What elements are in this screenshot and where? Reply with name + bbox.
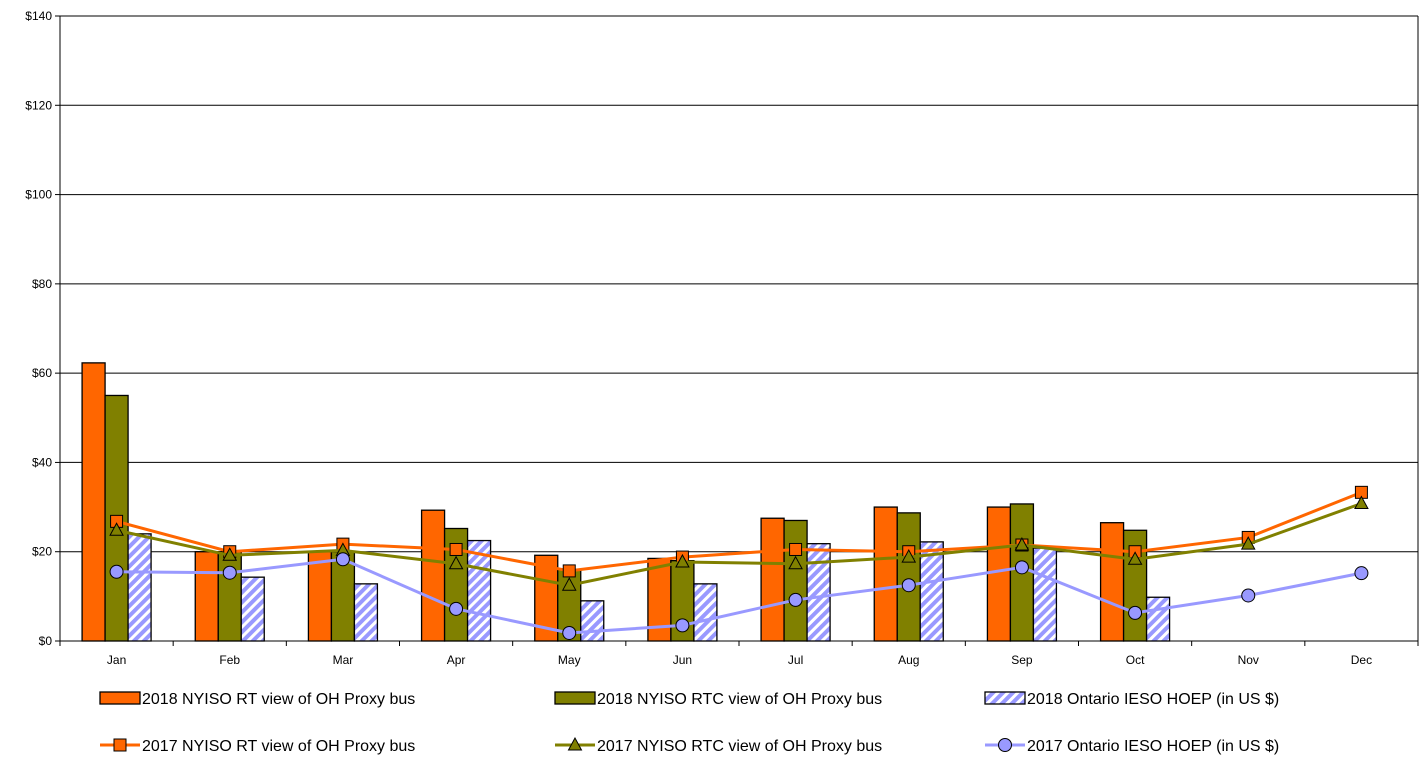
series-line	[116, 557, 1362, 635]
point	[1354, 495, 1369, 509]
y-tick-label: $20	[32, 545, 52, 559]
line-marks	[109, 485, 1369, 640]
bar	[420, 509, 446, 642]
bar	[760, 517, 785, 642]
point	[222, 547, 238, 561]
point	[1014, 536, 1030, 551]
x-tick-label: Jun	[673, 653, 692, 667]
point	[335, 552, 350, 567]
point	[675, 553, 690, 568]
bar	[1099, 522, 1125, 642]
point	[1354, 566, 1369, 581]
x-tick-label: Sep	[1011, 653, 1033, 667]
bar	[1032, 547, 1058, 642]
point	[562, 625, 577, 640]
bar	[896, 512, 921, 642]
point	[789, 542, 803, 556]
legend-swatch	[554, 691, 596, 705]
bar	[353, 583, 379, 642]
bar	[240, 576, 265, 642]
legend-label: 2018 NYISO RT view of OH Proxy bus	[142, 691, 415, 708]
x-axis: Jan Feb Mar Apr May Jun Jul Aug Sep Oct Nov Dec	[59, 640, 1419, 667]
y-tick-label: $60	[32, 366, 52, 380]
legend-label: 2017 NYISO RTC view of OH Proxy bus	[597, 738, 882, 755]
x-tick-label: Apr	[447, 653, 466, 667]
y-tick-label: $40	[32, 455, 52, 469]
legend-swatch	[99, 691, 141, 705]
point	[113, 738, 127, 752]
point	[1128, 605, 1143, 620]
x-tick-label: Aug	[898, 653, 919, 667]
y-tick-label: $100	[25, 188, 52, 202]
point	[1240, 536, 1256, 550]
bar	[580, 600, 605, 642]
y-tick-label: $140	[25, 9, 52, 23]
bar	[127, 533, 152, 642]
x-tick-label: Mar	[333, 653, 354, 667]
point	[788, 555, 803, 570]
point	[1127, 551, 1143, 565]
point	[449, 601, 464, 616]
x-tick-label: May	[558, 653, 581, 667]
point	[109, 564, 124, 579]
y-tick-label: $0	[39, 634, 53, 648]
point	[449, 542, 463, 556]
point	[562, 564, 576, 578]
point	[222, 565, 237, 580]
series-line	[116, 502, 1362, 587]
point	[901, 549, 917, 563]
point	[109, 522, 124, 536]
point	[567, 736, 583, 751]
x-tick-label: Jan	[107, 653, 126, 667]
bar	[1145, 596, 1171, 642]
point	[1014, 560, 1029, 575]
x-tick-label: Jul	[788, 653, 803, 667]
point	[788, 592, 803, 607]
legend: 2018 NYISO RT view of OH Proxy bus 2018 N…	[99, 691, 1279, 755]
x-tick-label: Nov	[1238, 653, 1259, 667]
bar	[693, 583, 718, 642]
y-tick-label: $80	[32, 277, 52, 291]
y-axis: $0 $20 $40 $60 $80 $100 $120 $140	[25, 9, 1419, 648]
point	[675, 618, 690, 633]
bar	[783, 519, 808, 642]
y-tick-label: $120	[25, 98, 52, 112]
bar	[217, 551, 242, 642]
bar	[873, 506, 898, 642]
bar	[194, 551, 219, 642]
bar	[986, 506, 1012, 642]
bar	[806, 543, 831, 642]
x-tick-label: Oct	[1126, 653, 1145, 667]
point	[998, 738, 1012, 752]
x-tick-label: Dec	[1351, 653, 1372, 667]
legend-label: 2018 Ontario IESO HOEP (in US $)	[1027, 691, 1279, 708]
point	[561, 577, 577, 591]
bar	[307, 551, 333, 642]
bar	[919, 541, 944, 642]
bar-marks	[81, 362, 1171, 642]
bar	[81, 362, 106, 642]
legend-label: 2017 Ontario IESO HOEP (in US $)	[1027, 738, 1279, 755]
legend-label: 2018 NYISO RTC view of OH Proxy bus	[597, 691, 882, 708]
legend-label: 2017 NYISO RT view of OH Proxy bus	[142, 738, 415, 755]
point	[1241, 588, 1256, 603]
x-tick-label: Feb	[219, 653, 240, 667]
point	[901, 578, 916, 593]
point	[448, 555, 464, 570]
legend-swatch	[984, 691, 1026, 705]
series-line	[116, 490, 1362, 573]
